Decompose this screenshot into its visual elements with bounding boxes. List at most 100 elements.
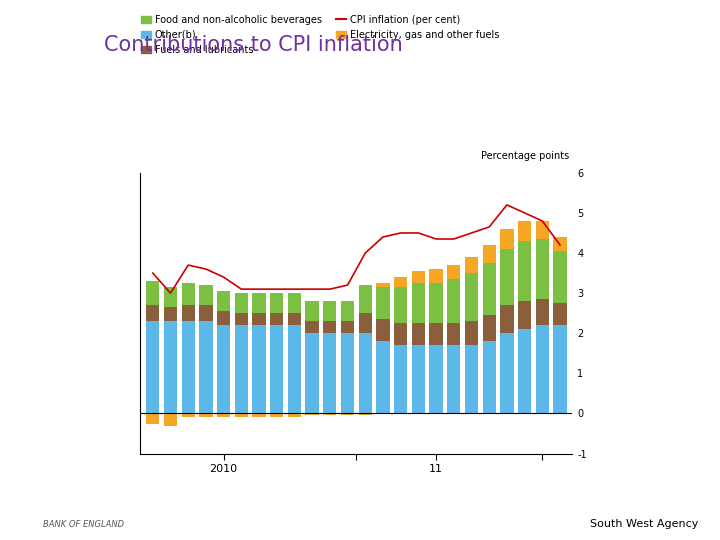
Bar [482, 263, 496, 315]
Bar [554, 325, 567, 414]
Bar [394, 345, 408, 414]
Bar [482, 245, 496, 263]
Bar [359, 285, 372, 313]
Bar [465, 257, 478, 273]
Bar [199, 285, 212, 305]
Bar [412, 345, 425, 414]
Bar [217, 311, 230, 325]
Bar [412, 283, 425, 323]
Bar [359, 333, 372, 414]
Bar [323, 333, 336, 414]
Bar [164, 287, 177, 307]
Bar [465, 321, 478, 345]
Bar [536, 299, 549, 325]
Bar [482, 341, 496, 414]
Bar [181, 283, 195, 305]
Bar [518, 329, 531, 414]
Bar [253, 325, 266, 414]
Bar [341, 321, 354, 333]
Bar [270, 293, 284, 313]
Bar [181, 414, 195, 417]
Bar [288, 293, 301, 313]
Bar [500, 333, 513, 414]
Text: Contributions to CPI inflation: Contributions to CPI inflation [104, 35, 403, 55]
Bar [518, 241, 531, 301]
Bar [377, 287, 390, 319]
Bar [465, 273, 478, 321]
Bar [305, 414, 319, 415]
Bar [217, 414, 230, 417]
Bar [377, 283, 390, 287]
Legend: Food and non-alcoholic beverages, Other(b), Fuels and lubricants, CPI inflation : Food and non-alcoholic beverages, Other(… [141, 15, 499, 55]
Bar [554, 237, 567, 251]
Bar [394, 287, 408, 323]
Bar [199, 321, 212, 414]
Bar [429, 323, 443, 345]
Bar [536, 325, 549, 414]
Bar [500, 305, 513, 333]
Bar [235, 414, 248, 417]
Bar [377, 341, 390, 414]
Text: Percentage points: Percentage points [481, 151, 569, 161]
Bar [164, 307, 177, 321]
Bar [412, 323, 425, 345]
Bar [429, 345, 443, 414]
Bar [288, 414, 301, 417]
Bar [536, 221, 549, 239]
Bar [447, 279, 460, 323]
Bar [288, 313, 301, 325]
Bar [447, 265, 460, 279]
Bar [394, 277, 408, 287]
Bar [235, 313, 248, 325]
Bar [518, 301, 531, 329]
Bar [341, 414, 354, 415]
Bar [270, 325, 284, 414]
Bar [270, 313, 284, 325]
Bar [412, 271, 425, 283]
Bar [235, 325, 248, 414]
Bar [181, 321, 195, 414]
Bar [235, 293, 248, 313]
Bar [323, 301, 336, 321]
Bar [429, 269, 443, 283]
Bar [500, 249, 513, 305]
Bar [253, 293, 266, 313]
Bar [146, 321, 159, 414]
Bar [146, 414, 159, 423]
Bar [500, 229, 513, 249]
Bar [377, 319, 390, 341]
Bar [288, 325, 301, 414]
Bar [429, 283, 443, 323]
Bar [359, 313, 372, 333]
Bar [199, 305, 212, 321]
Bar [146, 305, 159, 321]
Bar [447, 323, 460, 345]
Bar [305, 333, 319, 414]
Bar [146, 281, 159, 305]
Bar [323, 414, 336, 415]
Bar [253, 313, 266, 325]
Bar [217, 325, 230, 414]
Bar [554, 251, 567, 303]
Bar [217, 291, 230, 311]
Bar [305, 321, 319, 333]
Bar [518, 221, 531, 241]
Bar [199, 414, 212, 417]
Bar [447, 345, 460, 414]
Bar [164, 321, 177, 414]
Bar [164, 414, 177, 426]
Bar [465, 345, 478, 414]
Bar [323, 321, 336, 333]
Bar [305, 301, 319, 321]
Bar [341, 333, 354, 414]
Bar [394, 323, 408, 345]
Bar [359, 414, 372, 415]
Bar [341, 301, 354, 321]
Bar [536, 239, 549, 299]
Bar [482, 315, 496, 341]
Bar [270, 414, 284, 417]
Bar [554, 303, 567, 325]
Text: BANK OF ENGLAND: BANK OF ENGLAND [43, 520, 125, 529]
Bar [181, 305, 195, 321]
Text: South West Agency: South West Agency [590, 519, 698, 529]
